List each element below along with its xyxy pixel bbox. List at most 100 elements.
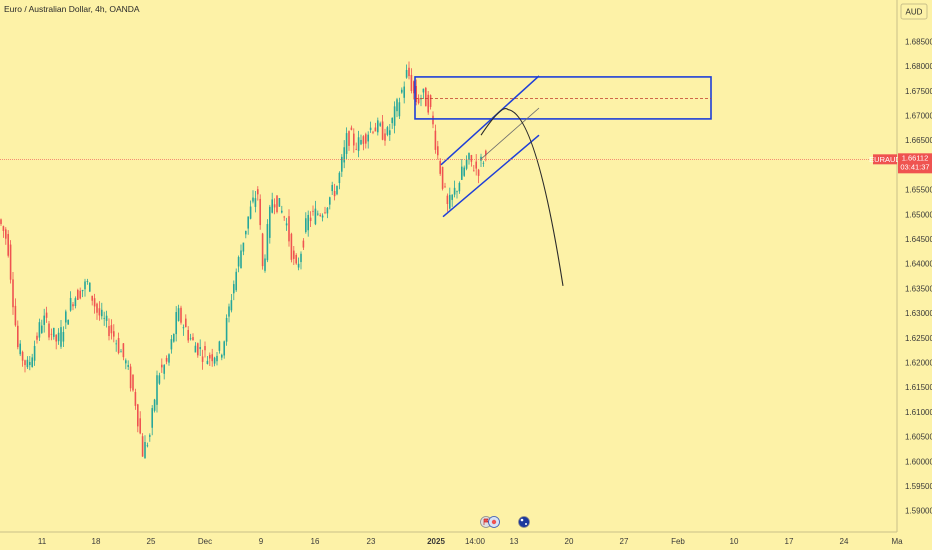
candle-body — [98, 308, 101, 316]
candle-body — [221, 354, 223, 358]
candle-body — [264, 258, 266, 271]
candle-body — [17, 325, 19, 348]
event-icons[interactable] — [480, 516, 530, 528]
candle-body — [206, 360, 209, 364]
candle-body — [209, 354, 211, 359]
candle-body — [439, 161, 441, 174]
candle-body — [60, 327, 62, 347]
time-tick-label: Feb — [671, 537, 685, 546]
price-tick-label: 1.64500 — [905, 235, 932, 244]
candle-body — [137, 404, 139, 427]
candle-body — [228, 306, 230, 317]
candle-body — [324, 212, 326, 214]
candle-body — [381, 121, 384, 140]
time-tick-label: 18 — [92, 537, 101, 546]
candle-body — [393, 106, 396, 126]
candle-body — [21, 351, 24, 361]
time-tick-label: 27 — [620, 537, 629, 546]
candle-body — [105, 315, 108, 321]
australia-flag-icon[interactable] — [518, 516, 530, 528]
symbol-tag-label: EURAUD — [869, 155, 901, 164]
channel-middle-line[interactable] — [479, 107, 540, 161]
candle-body — [161, 364, 163, 368]
candle-body — [194, 345, 197, 353]
price-tick-label: 1.68500 — [905, 37, 932, 46]
candle-body — [353, 133, 355, 146]
candle-body — [5, 229, 7, 239]
candle-body — [201, 356, 204, 362]
candle-body — [43, 315, 45, 325]
price-tick-label: 1.68000 — [905, 62, 932, 71]
candle-body — [9, 244, 12, 280]
price-tick-label: 1.63000 — [905, 309, 932, 318]
candle-body — [321, 215, 324, 218]
candle-body — [180, 307, 182, 323]
candle-body — [33, 345, 36, 361]
candle-body — [86, 280, 89, 282]
candle-body — [254, 198, 257, 207]
candle-body — [129, 366, 132, 389]
candle-body — [475, 161, 477, 169]
candle-body — [451, 194, 453, 200]
candle-body — [81, 289, 84, 292]
candles — [0, 61, 487, 459]
candle-body — [355, 148, 357, 150]
time-tick-label: 2025 — [427, 537, 445, 546]
candle-body — [285, 223, 288, 226]
candle-body — [456, 191, 458, 193]
currency-button[interactable]: AUD — [900, 3, 928, 20]
price-tick-label: 1.63500 — [905, 284, 932, 293]
price-tick-label: 1.60000 — [905, 457, 932, 466]
candle-body — [245, 230, 247, 235]
candle-body — [336, 185, 338, 195]
candle-body — [57, 332, 60, 342]
candle-body — [463, 167, 465, 176]
candle-body — [276, 195, 278, 213]
symbol-tag[interactable]: EURAUD — [869, 154, 901, 165]
candle-body — [117, 338, 120, 353]
candle-body — [446, 195, 449, 204]
time-tick-label: 25 — [147, 537, 156, 546]
candle-body — [343, 147, 345, 163]
candle-body — [403, 86, 405, 98]
candle-body — [345, 133, 348, 154]
price-tick-label: 1.64000 — [905, 260, 932, 269]
drawings[interactable] — [414, 75, 712, 286]
candle-body — [125, 360, 127, 364]
candle-body — [192, 337, 194, 341]
candle-body — [307, 214, 309, 231]
candle-body — [473, 170, 475, 172]
candle-body — [417, 97, 420, 104]
candle-body — [348, 131, 350, 146]
candle-body — [338, 172, 341, 184]
projection-curve[interactable] — [480, 108, 564, 286]
candle-body — [223, 341, 225, 356]
price-axis[interactable]: 1.685001.680001.675001.670001.665001.660… — [905, 37, 932, 515]
calendar-event-icon[interactable] — [488, 516, 500, 528]
candle-body — [357, 137, 360, 151]
candle-body — [225, 317, 228, 342]
candle-body — [350, 127, 353, 130]
candle-body — [432, 115, 434, 125]
candle-body — [163, 365, 165, 374]
channel-lower-line[interactable] — [442, 134, 540, 218]
candle-body — [429, 95, 432, 107]
time-axis[interactable]: 11 18 25 Dec 9 16 23 2025 14:00 13 20 27 Feb 10 17 24 Ma — [38, 537, 903, 546]
resistance-zone[interactable] — [414, 76, 712, 120]
candle-body — [168, 354, 170, 363]
candle-body — [249, 206, 252, 219]
price-tick-label: 1.62500 — [905, 334, 932, 343]
candle-body — [134, 391, 137, 406]
price-tick-label: 1.59000 — [905, 507, 932, 516]
candle-body — [158, 375, 161, 384]
candle-body — [165, 357, 168, 362]
channel-upper-line[interactable] — [440, 75, 540, 166]
candle-body — [26, 359, 29, 368]
candle-body — [156, 375, 158, 405]
candle-body — [386, 127, 389, 135]
candle-body — [91, 295, 93, 301]
candle-body — [233, 284, 235, 294]
candle-body — [79, 290, 81, 299]
